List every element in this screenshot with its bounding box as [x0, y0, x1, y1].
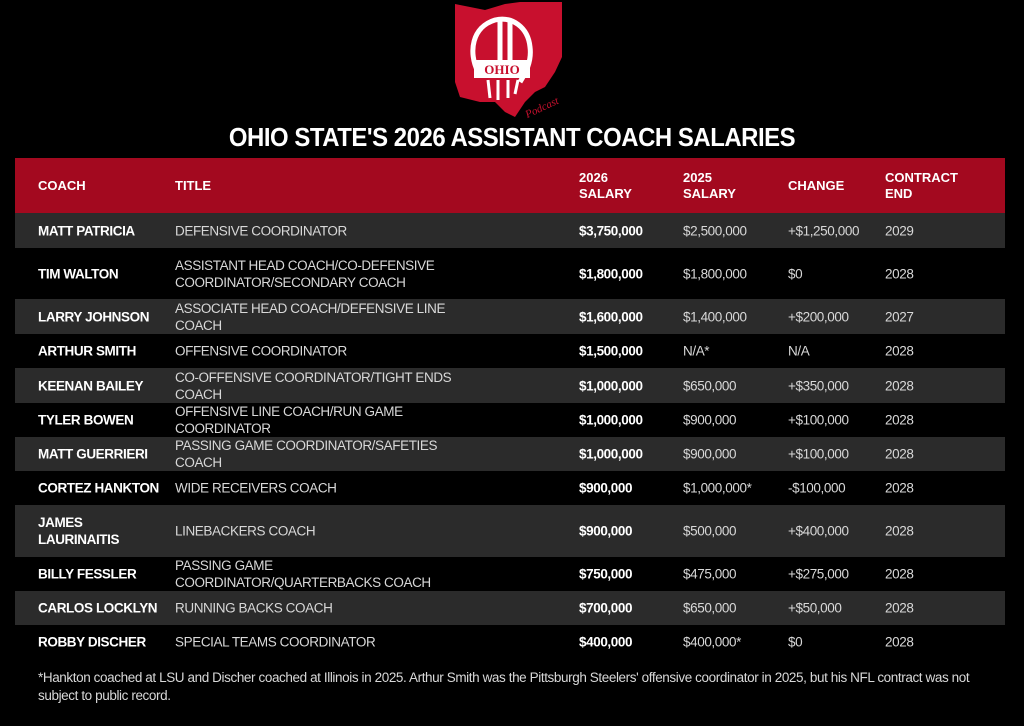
cell-salary-2026: $3,750,000	[579, 223, 643, 238]
cell-coach: CARLOS LOCKLYN	[38, 600, 158, 616]
table-row: LARRY JOHNSON ASSOCIATE HEAD COACH/DEFENS…	[15, 299, 1005, 334]
cell-change: +$100,000	[788, 446, 849, 462]
cell-salary-2026: $1,000,000	[579, 412, 643, 428]
cell-salary-2025: $1,400,000	[683, 309, 747, 324]
cell-salary-2025: $400,000*	[683, 634, 741, 650]
cell-contract-end: 2028	[885, 266, 914, 281]
cell-contract-end: 2028	[885, 412, 914, 428]
table-row: ROBBY DISCHER SPECIAL TEAMS COORDINATOR $4…	[15, 625, 1005, 659]
cell-title: PASSING GAME COORDINATOR/SAFETIES COACH	[175, 438, 438, 470]
cell-change: $0	[788, 266, 803, 281]
cell-contract-end: 2028	[885, 446, 914, 462]
table-row: CARLOS LOCKLYN RUNNING BACKS COACH $700,00…	[15, 591, 1005, 625]
cell-coach: MATT PATRICIA	[38, 223, 135, 238]
header-change: CHANGE	[788, 177, 845, 193]
cell-salary-2026: $750,000	[579, 566, 633, 582]
cell-salary-2025: $475,000	[683, 566, 737, 582]
header-contract-end: CONTRACT END	[885, 169, 958, 201]
table-row: CORTEZ HANKTON WIDE RECEIVERS COACH $900,0…	[15, 471, 1005, 505]
cell-change: +$200,000	[788, 309, 849, 324]
cell-salary-2025: $500,000	[683, 523, 737, 539]
cell-salary-2025: $900,000	[683, 446, 737, 462]
cell-salary-2025: $650,000	[683, 600, 737, 616]
cell-salary-2025: $2,500,000	[683, 223, 747, 238]
cell-contract-end: 2028	[885, 343, 914, 359]
table-row: MATT GUERRIERI PASSING GAME COORDINATOR/S…	[15, 437, 1005, 471]
cell-contract-end: 2027	[885, 309, 914, 324]
cell-contract-end: 2028	[885, 523, 914, 539]
cell-contract-end: 2028	[885, 378, 914, 393]
cell-salary-2026: $1,500,000	[579, 343, 643, 359]
header-coach: COACH	[38, 177, 86, 193]
cell-salary-2026: $400,000	[579, 634, 633, 650]
cell-salary-2026: $900,000	[579, 480, 633, 496]
table-row: KEENAN BAILEY CO-OFFENSIVE COORDINATOR/TI…	[15, 368, 1005, 403]
header-salary-2025: 2025 SALARY	[683, 169, 736, 201]
cell-title: DEFENSIVE COORDINATOR	[175, 223, 347, 238]
cell-change: +$350,000	[788, 378, 849, 393]
cell-change: +$275,000	[788, 566, 849, 582]
cell-title: CO-OFFENSIVE COORDINATOR/TIGHT ENDS COAC…	[175, 369, 452, 402]
cell-coach: MATT GUERRIERI	[38, 446, 148, 462]
table-row: MATT PATRICIA DEFENSIVE COORDINATOR $3,750…	[15, 213, 1005, 248]
cell-change: -$100,000	[788, 480, 846, 496]
cell-contract-end: 2028	[885, 566, 914, 582]
cell-salary-2026: $1,800,000	[579, 266, 643, 281]
cell-coach: ARTHUR SMITH	[38, 343, 136, 359]
cell-contract-end: 2028	[885, 600, 914, 616]
cell-salary-2026: $1,000,000	[579, 446, 643, 462]
cell-coach: TIM WALTON	[38, 266, 119, 281]
table-row: BILLY FESSLER PASSING GAME COORDINATOR/QU…	[15, 557, 1005, 591]
table-row: TIM WALTON ASSISTANT HEAD COACH/CO-DEFENS…	[15, 248, 1005, 299]
cell-coach: KEENAN BAILEY	[38, 378, 144, 393]
table-row: TYLER BOWEN OFFENSIVE LINE COACH/RUN GAME…	[15, 403, 1005, 437]
cell-salary-2025: $1,800,000	[683, 266, 747, 281]
cell-coach: TYLER BOWEN	[38, 412, 134, 428]
cell-coach: LARRY JOHNSON	[38, 309, 150, 324]
cell-contract-end: 2028	[885, 480, 914, 496]
cell-change: +$1,250,000	[788, 223, 860, 238]
svg-text:OHIO: OHIO	[484, 62, 519, 77]
cell-salary-2026: $700,000	[579, 600, 633, 616]
header-salary-2026: 2026 SALARY	[579, 169, 632, 201]
cell-title: SPECIAL TEAMS COORDINATOR	[175, 634, 376, 650]
cell-salary-2026: $900,000	[579, 523, 633, 539]
cell-salary-2025: $650,000	[683, 378, 737, 393]
cell-change: +$100,000	[788, 412, 849, 428]
cell-title: PASSING GAME COORDINATOR/QUARTERBACKS CO…	[175, 558, 431, 590]
cell-title: WIDE RECEIVERS COACH	[175, 480, 337, 496]
cell-change: +$50,000	[788, 600, 842, 616]
cell-salary-2026: $1,000,000	[579, 378, 643, 393]
table-header: COACH TITLE 2026 SALARY 2025 SALARY CHANGE CO…	[15, 158, 1005, 213]
cell-coach: BILLY FESSLER	[38, 566, 137, 582]
cell-contract-end: 2028	[885, 634, 914, 650]
cell-salary-2025: $900,000	[683, 412, 737, 428]
salary-table: COACH TITLE 2026 SALARY 2025 SALARY CHANGE CO…	[15, 158, 1005, 659]
cell-salary-2026: $1,600,000	[579, 309, 643, 324]
header-title: TITLE	[175, 177, 212, 193]
cell-contract-end: 2029	[885, 223, 914, 238]
cell-salary-2025: N/A*	[683, 343, 710, 359]
cell-change: N/A	[788, 343, 810, 359]
cell-coach: CORTEZ HANKTON	[38, 480, 159, 496]
page-title: OHIO STATE'S 2026 ASSISTANT COACH SALARI…	[228, 122, 796, 152]
ohio-podcast-logo: OHIO Podcast	[450, 2, 570, 121]
table-row: JAMES LAURINAITIS LINEBACKERS COACH $900,0…	[15, 505, 1005, 557]
table-row: ARTHUR SMITH OFFENSIVE COORDINATOR $1,500,…	[15, 334, 1005, 368]
cell-title: ASSISTANT HEAD COACH/CO-DEFENSIVE COORDI…	[175, 257, 435, 290]
cell-change: $0	[788, 634, 803, 650]
cell-salary-2025: $1,000,000*	[683, 480, 752, 496]
cell-title: OFFENSIVE LINE COACH/RUN GAME COORDINATO…	[175, 404, 403, 436]
cell-coach: JAMES LAURINAITIS	[38, 515, 120, 547]
cell-change: +$400,000	[788, 523, 849, 539]
cell-title: ASSOCIATE HEAD COACH/DEFENSIVE LINE COAC…	[175, 300, 446, 333]
cell-title: RUNNING BACKS COACH	[175, 600, 333, 616]
cell-coach: ROBBY DISCHER	[38, 634, 146, 650]
footnote: *Hankton coached at LSU and Discher coac…	[38, 670, 970, 703]
cell-title: OFFENSIVE COORDINATOR	[175, 343, 347, 359]
cell-title: LINEBACKERS COACH	[175, 523, 316, 539]
